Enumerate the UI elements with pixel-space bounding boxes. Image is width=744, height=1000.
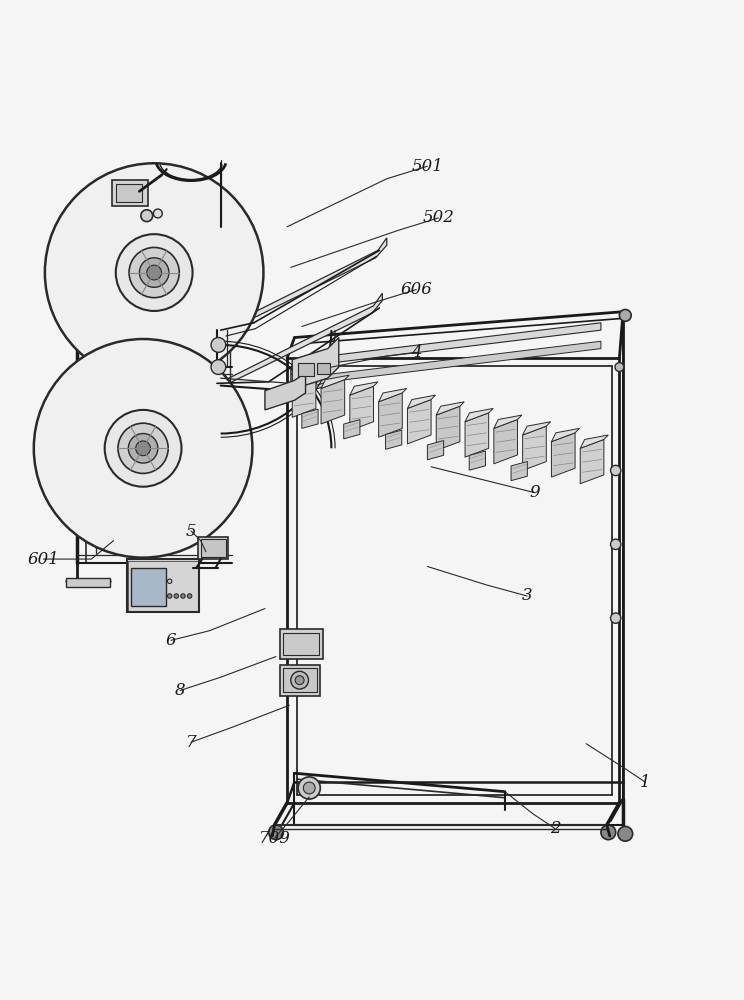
- Polygon shape: [522, 422, 551, 435]
- Circle shape: [45, 163, 263, 382]
- Text: 4: 4: [411, 344, 422, 361]
- Polygon shape: [551, 433, 575, 477]
- Bar: [128, 561, 198, 611]
- Polygon shape: [350, 382, 378, 395]
- Bar: [199, 537, 228, 559]
- Circle shape: [295, 676, 304, 685]
- Polygon shape: [217, 238, 387, 332]
- Circle shape: [611, 465, 620, 476]
- Text: 7: 7: [186, 734, 196, 751]
- Circle shape: [298, 777, 321, 799]
- Text: 709: 709: [259, 830, 290, 847]
- Text: 1: 1: [640, 774, 650, 791]
- Polygon shape: [408, 395, 435, 408]
- Text: 502: 502: [423, 209, 455, 226]
- Circle shape: [129, 247, 179, 298]
- Text: 601: 601: [28, 551, 60, 568]
- Polygon shape: [385, 430, 402, 449]
- Bar: [126, 559, 199, 612]
- Polygon shape: [292, 369, 321, 382]
- Polygon shape: [292, 373, 316, 417]
- Text: 501: 501: [411, 158, 443, 175]
- Bar: [116, 184, 141, 202]
- Bar: [280, 629, 323, 659]
- Polygon shape: [436, 406, 460, 451]
- Bar: [298, 363, 315, 376]
- Bar: [317, 363, 330, 374]
- Polygon shape: [465, 413, 489, 457]
- Circle shape: [269, 825, 283, 840]
- Polygon shape: [344, 420, 360, 439]
- Bar: [283, 668, 317, 692]
- Circle shape: [135, 441, 150, 456]
- Circle shape: [139, 258, 169, 287]
- Text: 2: 2: [550, 820, 560, 837]
- Polygon shape: [522, 426, 546, 470]
- Polygon shape: [436, 402, 464, 415]
- Circle shape: [181, 594, 185, 598]
- Polygon shape: [291, 323, 601, 374]
- Polygon shape: [427, 441, 443, 460]
- Text: 6: 6: [166, 632, 176, 649]
- Circle shape: [153, 209, 162, 218]
- Text: 5: 5: [186, 523, 196, 540]
- Polygon shape: [494, 420, 518, 464]
- Circle shape: [147, 265, 161, 280]
- Circle shape: [141, 210, 153, 222]
- Bar: [280, 665, 321, 696]
- Polygon shape: [302, 409, 318, 428]
- Polygon shape: [551, 428, 580, 442]
- Text: 3: 3: [522, 587, 533, 604]
- Circle shape: [33, 339, 252, 558]
- Circle shape: [601, 825, 616, 840]
- Polygon shape: [379, 388, 407, 402]
- Circle shape: [618, 826, 632, 841]
- Circle shape: [118, 423, 168, 473]
- Circle shape: [211, 338, 225, 352]
- Polygon shape: [321, 375, 349, 388]
- Text: 9: 9: [529, 484, 539, 501]
- Circle shape: [611, 613, 620, 623]
- Circle shape: [211, 360, 225, 374]
- Circle shape: [187, 594, 192, 598]
- Polygon shape: [469, 451, 486, 470]
- Circle shape: [105, 410, 182, 487]
- Polygon shape: [291, 341, 601, 393]
- Polygon shape: [292, 338, 339, 389]
- Text: 606: 606: [400, 281, 432, 298]
- Circle shape: [291, 671, 309, 689]
- Polygon shape: [408, 400, 431, 444]
- Polygon shape: [350, 386, 373, 431]
- Polygon shape: [214, 293, 382, 387]
- Bar: [283, 633, 319, 655]
- Circle shape: [174, 594, 179, 598]
- Bar: [65, 578, 110, 587]
- Circle shape: [304, 782, 315, 794]
- Circle shape: [615, 363, 623, 372]
- Polygon shape: [494, 415, 522, 428]
- Circle shape: [167, 579, 172, 583]
- Circle shape: [619, 309, 631, 321]
- Polygon shape: [465, 408, 493, 422]
- Bar: [201, 539, 225, 557]
- Bar: [112, 180, 147, 206]
- Polygon shape: [580, 435, 609, 448]
- Circle shape: [116, 234, 193, 311]
- Polygon shape: [580, 439, 604, 484]
- Polygon shape: [291, 363, 327, 397]
- Bar: [131, 568, 166, 606]
- Circle shape: [611, 539, 620, 549]
- Polygon shape: [265, 373, 306, 410]
- Text: 8: 8: [175, 682, 185, 699]
- Polygon shape: [321, 380, 344, 424]
- Circle shape: [167, 594, 172, 598]
- Circle shape: [128, 434, 158, 463]
- Polygon shape: [379, 393, 403, 437]
- Polygon shape: [511, 461, 527, 481]
